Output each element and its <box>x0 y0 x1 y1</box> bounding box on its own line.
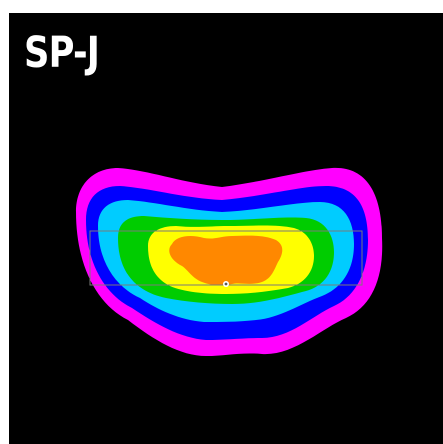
heatmap-band-6 <box>169 235 283 286</box>
center-marker <box>223 281 229 287</box>
image-label: SP-J <box>24 28 100 78</box>
